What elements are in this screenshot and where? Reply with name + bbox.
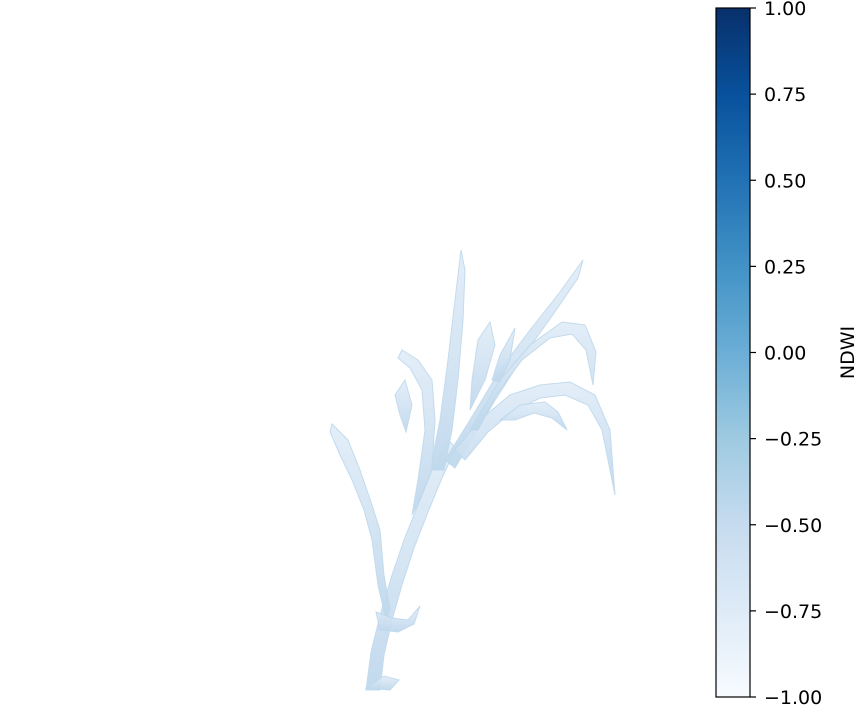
plant-leaf-region (454, 381, 616, 496)
colorbar: 1.00 0.75 0.50 0.25 0.00 −0.25 −0.50 −0.75 −1.00… (715, 0, 856, 709)
colorbar-tick-label: 0.75 (764, 84, 806, 106)
colorbar-tick-label: 0.00 (764, 343, 806, 365)
plant-leaf-region (329, 423, 391, 622)
plant-leaf-region (498, 401, 568, 431)
plant-leaf-region (429, 249, 466, 471)
colorbar-tick-marks (750, 7, 756, 698)
plant-leaf-region (491, 327, 516, 383)
colorbar-label: NDWI (837, 326, 856, 379)
colorbar-tick-label: −0.75 (764, 601, 822, 623)
plant-leaf-region (469, 321, 597, 431)
plant-ndwi-map (329, 249, 616, 691)
colorbar-tick-label: 0.25 (764, 256, 806, 278)
plant-leaf-region (394, 378, 413, 434)
colorbar-tick-label: −0.50 (764, 515, 822, 537)
plant-leaf-region (375, 605, 421, 633)
plant-leaf-region (364, 675, 400, 691)
colorbar-tick-label: 0.50 (764, 170, 806, 192)
colorbar-tick-label: 1.00 (764, 0, 806, 20)
plant-leaf-region (469, 320, 496, 411)
plant-leaf-region (397, 349, 436, 516)
colorbar-gradient (715, 7, 751, 698)
colorbar-tick-label: −1.00 (764, 687, 822, 709)
colorbar-tick-label: −0.25 (764, 429, 822, 451)
colorbar-tick-labels: 1.00 0.75 0.50 0.25 0.00 −0.25 −0.50 −0.75 −1.00 (764, 0, 822, 709)
